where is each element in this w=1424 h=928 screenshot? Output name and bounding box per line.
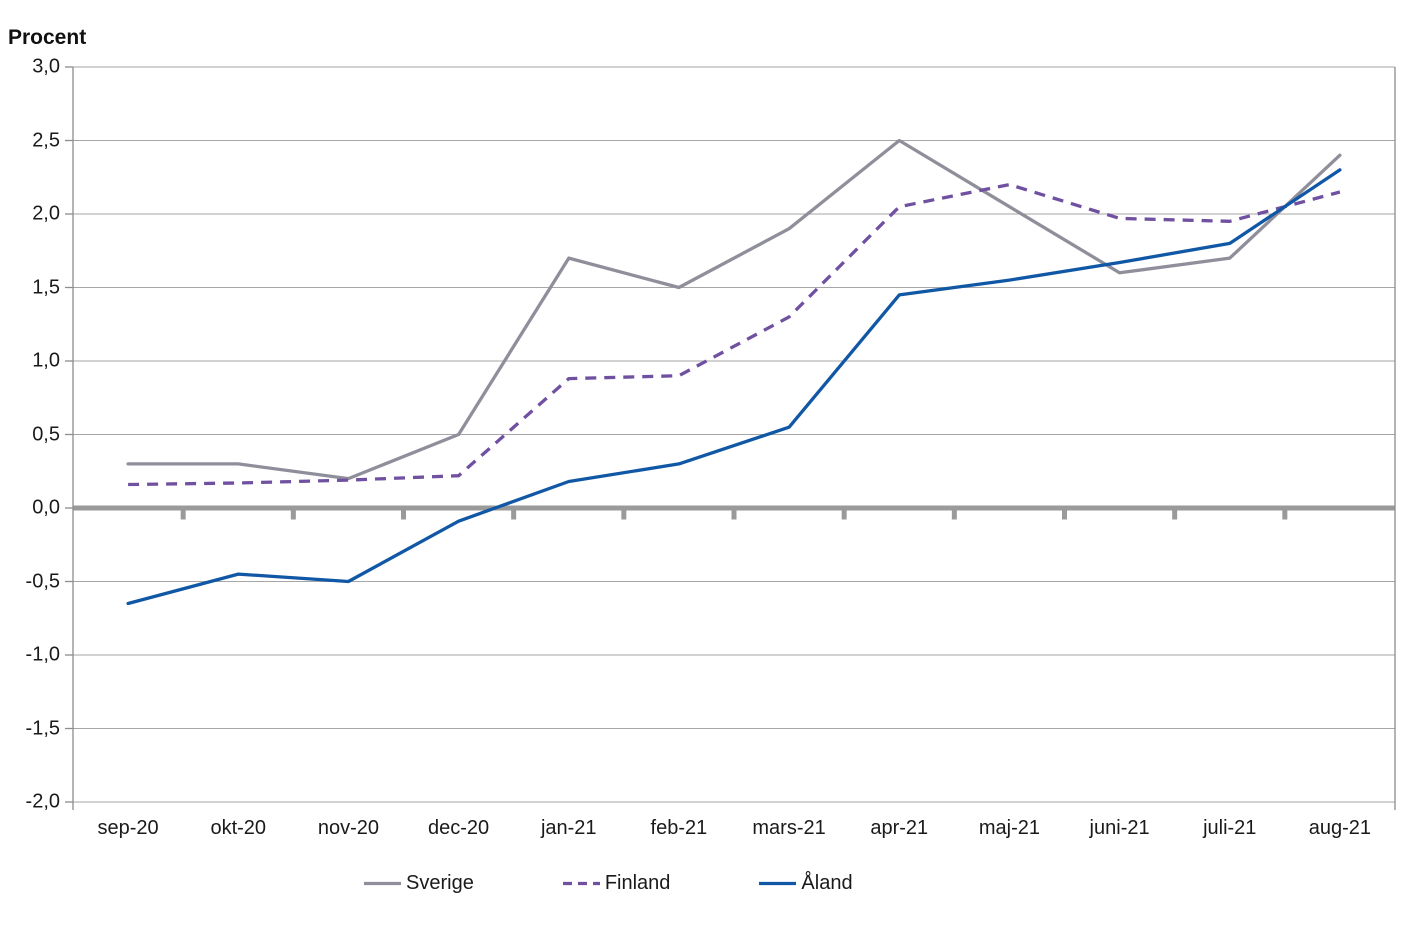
y-axis-tick-label: 2,5 <box>32 129 60 151</box>
series-line-sverige <box>126 138 1342 481</box>
aland-line-swatch-icon <box>759 881 797 886</box>
series-line-finland <box>128 182 1341 487</box>
y-axis-tick-label: 0,0 <box>32 496 60 519</box>
x-axis-tick-label: feb-21 <box>650 817 708 839</box>
legend-label-finland: Finland <box>604 872 671 894</box>
y-axis-tick-label: -0,5 <box>25 570 60 592</box>
x-axis-tick <box>951 505 957 520</box>
y-axis-tick-label: 1,5 <box>32 276 60 298</box>
x-axis-tick-label: maj-21 <box>978 817 1040 839</box>
x-axis-tick-label: mars-21 <box>752 817 826 839</box>
y-axis-tick-label: -1,5 <box>25 717 60 739</box>
x-axis-tick <box>621 505 627 520</box>
y-axis-tick-label: 1,0 <box>32 349 60 372</box>
legend-item-sverige: Sverige <box>363 872 474 895</box>
legend-label-sverige: Sverige <box>406 872 474 894</box>
legend: Sverige Finland Åland <box>363 872 853 895</box>
series-line-land <box>126 168 1342 606</box>
x-axis-tick <box>511 505 517 520</box>
x-axis-tick-label: jan-21 <box>540 817 597 839</box>
x-axis-tick <box>290 505 296 520</box>
y-axis-tick-label: 3,0 <box>32 55 60 78</box>
x-axis-tick-label: aug-21 <box>1308 817 1372 839</box>
legend-item-finland: Finland <box>562 872 671 895</box>
x-axis-tick-label: apr-21 <box>870 817 929 839</box>
x-axis-tick <box>1282 505 1288 520</box>
sverige-line-swatch-icon <box>364 881 401 886</box>
x-axis-tick-label: sep-20 <box>97 817 159 839</box>
y-axis-tick-label: -2,0 <box>25 790 60 813</box>
x-axis-tick <box>180 505 186 520</box>
x-axis-tick <box>401 505 406 520</box>
x-axis-tick <box>1062 505 1067 520</box>
x-axis-tick <box>731 505 737 520</box>
x-axis-tick-label: dec-20 <box>428 817 490 839</box>
finland-dashed-line-swatch-icon <box>562 881 600 886</box>
chart-title: Procent <box>8 26 87 49</box>
x-axis-tick-label: nov-20 <box>317 817 379 839</box>
x-axis-tick-label: juli-21 <box>1203 817 1257 839</box>
legend-item-aland: Åland <box>758 872 853 895</box>
x-axis-tick-label: okt-20 <box>210 817 267 839</box>
x-axis-tick <box>1172 505 1178 520</box>
y-axis-tick-label: 2,0 <box>32 202 60 225</box>
y-axis-tick-label: 0,5 <box>32 423 60 445</box>
legend-label-aland: Åland <box>801 872 853 894</box>
x-axis-tick <box>841 505 847 520</box>
y-axis-tick-label: -1,0 <box>25 643 60 666</box>
x-axis-tick-label: juni-21 <box>1089 817 1150 839</box>
